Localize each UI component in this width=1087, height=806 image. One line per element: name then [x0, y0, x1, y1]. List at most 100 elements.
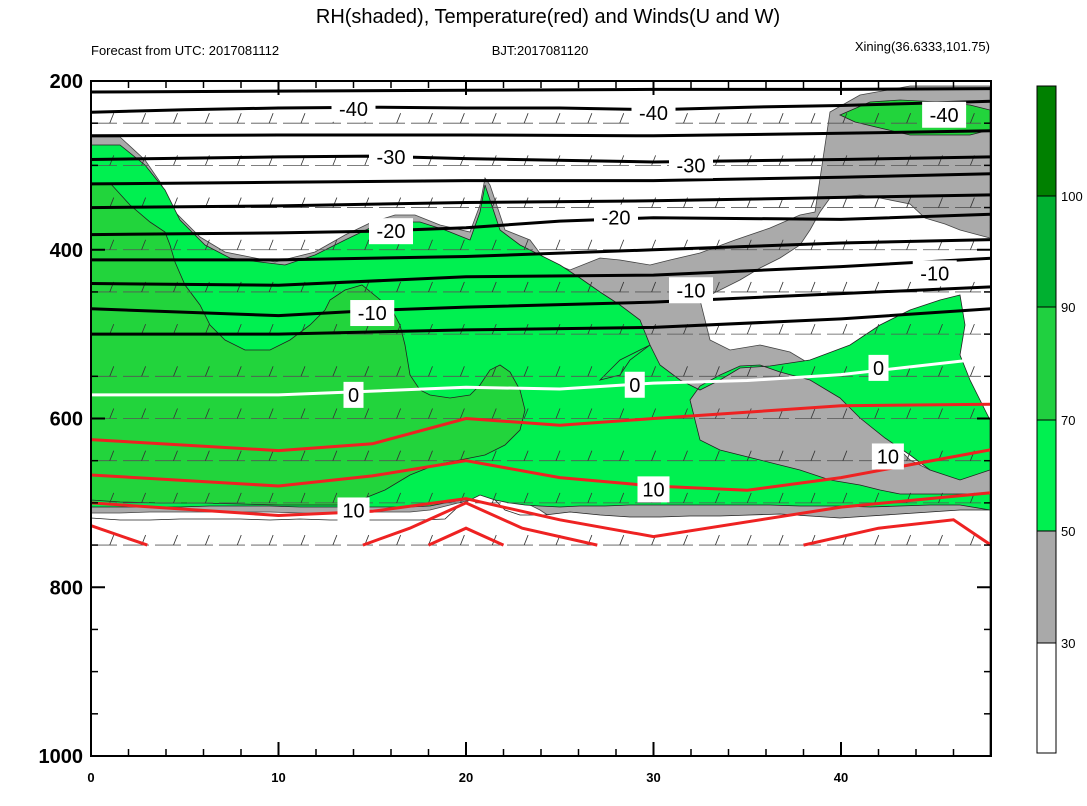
wind-barb	[332, 534, 338, 546]
wind-barb	[619, 239, 625, 250]
wind-barb	[236, 450, 242, 461]
contour-label: -10	[677, 280, 706, 302]
wind-barb	[268, 323, 274, 335]
wind-barb	[842, 450, 848, 461]
wind-barb	[970, 113, 975, 124]
contour-label: 10	[342, 500, 364, 522]
wind-barb	[970, 408, 975, 419]
pressure-level-lines	[91, 122, 991, 546]
wind-barb	[906, 450, 911, 461]
wind-barb	[874, 197, 880, 208]
colorbar-90	[1036, 195, 1057, 308]
wind-barb	[619, 366, 625, 377]
wind-barb	[746, 492, 752, 504]
wind-barb	[300, 239, 306, 250]
wind-barb	[874, 281, 880, 293]
colorbar-label-90: 90	[1061, 300, 1075, 315]
wind-barb	[268, 366, 274, 377]
wind-barb	[364, 366, 370, 377]
wind-barb	[778, 492, 784, 504]
x-tick-label: 10	[271, 770, 285, 785]
wind-barb	[619, 281, 625, 293]
wind-barb	[587, 239, 593, 250]
wind-barb	[300, 450, 306, 461]
wind-barb	[746, 534, 752, 546]
temp-minus-20-lower-contour	[91, 238, 991, 262]
wind-barb	[619, 450, 625, 461]
contour-label-box	[369, 143, 413, 170]
temp-minus-40-upper-contour	[91, 87, 991, 94]
wind-barb	[236, 408, 242, 419]
wind-barb	[428, 323, 433, 335]
plot-area: -40 -40 -40 -30 -30 -20 -20 -10 -10 -10 0 0 0 10 10 10	[91, 85, 991, 756]
wind-barb	[300, 408, 306, 419]
wind-barb	[906, 197, 911, 208]
wind-barb	[683, 534, 688, 546]
wind-barb	[205, 366, 210, 377]
y-tick-label: 600	[50, 409, 83, 431]
contour-label-box	[868, 354, 889, 381]
temp-minus-10-upper-contour	[91, 256, 991, 287]
wind-barb	[364, 281, 370, 293]
wind-barb	[364, 197, 370, 208]
contour-label-box	[331, 95, 376, 122]
wind-barb	[587, 408, 593, 419]
wind-barb	[906, 408, 911, 419]
wind-barb	[300, 113, 306, 124]
wind-barb	[268, 408, 274, 419]
wind-barb	[778, 113, 784, 124]
wind-barb	[842, 323, 848, 335]
temp-minus-10-lower-contour	[91, 307, 991, 336]
wind-barb	[746, 323, 752, 335]
wind-barb	[300, 366, 306, 377]
colorbar-70	[1036, 306, 1057, 421]
wind-barb	[236, 492, 242, 504]
wind-barb	[778, 450, 784, 461]
wind-barb	[619, 534, 625, 546]
wind-barb	[874, 534, 880, 546]
wind-barb	[236, 323, 242, 335]
wind-barb	[109, 197, 115, 208]
wind-barb	[236, 113, 242, 124]
temp-20-right-contour	[803, 518, 991, 547]
wind-barb	[396, 281, 401, 293]
colorbar-0	[1036, 642, 1057, 754]
y-tick-label: 400	[50, 240, 83, 262]
colorbar-50	[1036, 419, 1057, 532]
wind-barb	[523, 408, 529, 419]
wind-barb	[555, 492, 561, 504]
bjt-subtitle: BJT:2017081120	[492, 43, 589, 58]
colorbar-label-50: 50	[1061, 524, 1075, 539]
wind-barb	[619, 113, 625, 124]
contour-label: 0	[873, 358, 884, 380]
contour-label: -30	[677, 155, 706, 177]
wind-barb	[523, 492, 529, 504]
wind-barb	[651, 450, 656, 461]
colorbar-100	[1036, 85, 1057, 197]
contour-label: 0	[348, 385, 359, 407]
temp-minus-30-lower-contour	[91, 172, 991, 186]
temp-minus-40-contour	[91, 99, 991, 114]
wind-barb	[523, 239, 529, 250]
contour-label-box	[624, 371, 645, 398]
wind-barb	[970, 366, 975, 377]
wind-barb	[428, 239, 433, 250]
y-tick-label: 200	[50, 71, 83, 93]
contour-label-box	[631, 100, 676, 127]
contour-labels: -40 -40 -40 -30 -30 -20 -20 -10 -10 -10 0 0 0 10 10 10	[331, 95, 967, 524]
contour-label-box	[350, 300, 395, 327]
wind-barb	[428, 492, 433, 504]
contour-label-box	[922, 101, 967, 128]
wind-barb	[109, 323, 115, 335]
wind-barb	[842, 197, 848, 208]
wind-barb	[619, 492, 625, 504]
temp-0-contour	[91, 356, 991, 397]
temp-20-mid-contour	[362, 501, 598, 547]
wind-barb	[141, 408, 146, 419]
wind-barb	[236, 239, 242, 250]
temp-15-contour	[91, 491, 991, 539]
location-subtitle: Xining(36.6333,101.75)	[855, 39, 990, 54]
wind-barb	[428, 450, 433, 461]
wind-barb	[810, 113, 816, 124]
wind-barb	[874, 113, 880, 124]
